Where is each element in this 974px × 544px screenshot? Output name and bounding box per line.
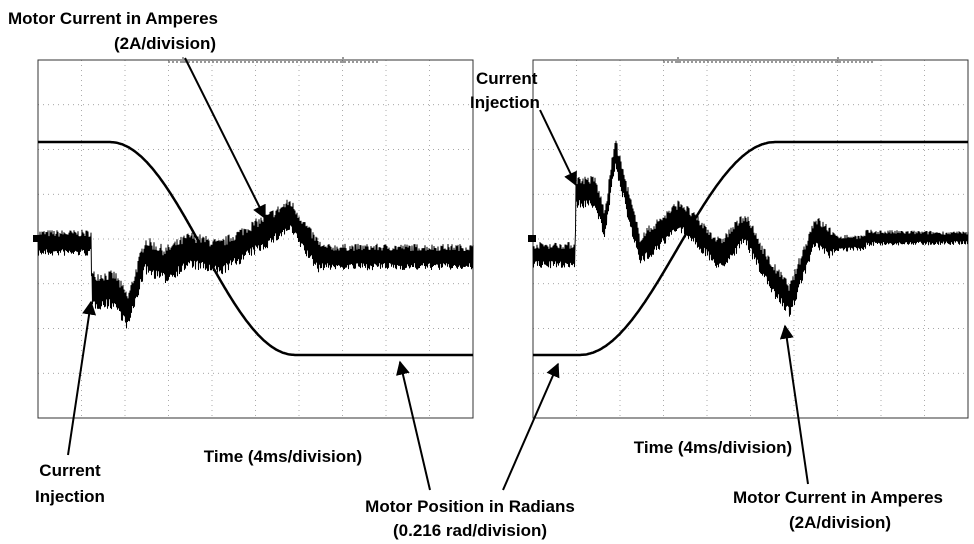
label: Motor Position in Radians — [365, 497, 575, 516]
trigger-marker — [663, 57, 873, 65]
arrow — [400, 362, 430, 490]
label: (2A/division) — [114, 34, 216, 53]
arrow — [785, 326, 808, 484]
axis-label: Time (4ms/division) — [204, 447, 362, 466]
position-trace — [533, 142, 968, 355]
label: (0.216 rad/division) — [393, 521, 547, 540]
label: Motor Current in Amperes — [733, 488, 943, 507]
arrow — [68, 302, 91, 455]
current-trace — [38, 200, 473, 329]
label: Injection — [470, 93, 540, 112]
ground-marker — [528, 235, 536, 242]
label: Current — [39, 461, 101, 480]
arrow — [503, 364, 558, 490]
figure: Motor Current in Amperes (2A/division) C… — [0, 0, 974, 544]
arrow — [540, 110, 576, 185]
label: (2A/division) — [789, 513, 891, 532]
label: Injection — [35, 487, 105, 506]
axis-label: Time (4ms/division) — [634, 438, 792, 457]
arrow — [185, 58, 265, 218]
label: Motor Current in Amperes — [8, 9, 218, 28]
label: Current — [476, 69, 538, 88]
trigger-marker — [168, 57, 378, 65]
